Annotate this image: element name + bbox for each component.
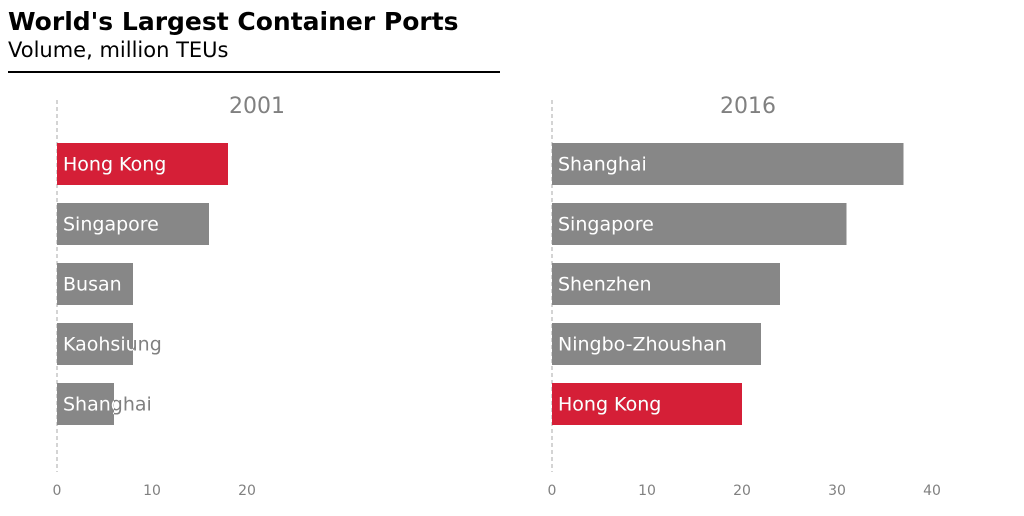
x-tick-label: 30	[828, 483, 846, 499]
bar-label-outside: Busan	[63, 274, 122, 296]
page-subtitle: Volume, million TEUs	[8, 38, 229, 62]
bar-label-outside: Shenzhen	[558, 274, 652, 296]
bar-label: Shenzhen	[558, 274, 652, 296]
bar-label-outside: Kaohsiung	[63, 334, 162, 356]
bar-label: Shanghai	[558, 154, 647, 176]
x-tick-label: 20	[238, 483, 256, 499]
panel-title: 2016	[720, 94, 776, 119]
bar-label-outside: Shanghai	[558, 154, 647, 176]
bar-label-outside: Singapore	[63, 214, 159, 236]
bar	[552, 203, 847, 245]
bar	[57, 383, 114, 425]
x-tick-label: 20	[733, 483, 751, 499]
bar	[57, 263, 133, 305]
bar-label: Busan	[63, 274, 122, 296]
bar	[552, 323, 761, 365]
x-tick-label: 40	[923, 483, 941, 499]
bar-label: Singapore	[63, 214, 159, 236]
bar-label: Shanghai	[63, 394, 152, 416]
bar-label-outside: Singapore	[558, 214, 654, 236]
bar-label: Kaohsiung	[63, 334, 162, 356]
bar-label: Singapore	[558, 214, 654, 236]
bar	[57, 323, 133, 365]
x-tick-label: 0	[548, 483, 557, 499]
page-title: World's Largest Container Ports	[8, 7, 459, 36]
bar-label: Hong Kong	[558, 394, 661, 416]
bar	[552, 143, 904, 185]
bar-label-outside: Hong Kong	[558, 394, 661, 416]
x-tick-label: 0	[53, 483, 62, 499]
bar	[57, 143, 228, 185]
x-tick-label: 10	[143, 483, 161, 499]
panel-title: 2001	[229, 94, 285, 119]
bar-label-outside: Hong Kong	[63, 154, 166, 176]
bar-label-outside: Shanghai	[63, 394, 152, 416]
bar	[57, 203, 209, 245]
bar-label: Hong Kong	[63, 154, 166, 176]
x-tick-label: 10	[638, 483, 656, 499]
bar-label-outside: Ningbo-Zhoushan	[558, 334, 727, 356]
bar-label: Ningbo-Zhoushan	[558, 334, 727, 356]
bar	[552, 383, 742, 425]
bar	[552, 263, 780, 305]
